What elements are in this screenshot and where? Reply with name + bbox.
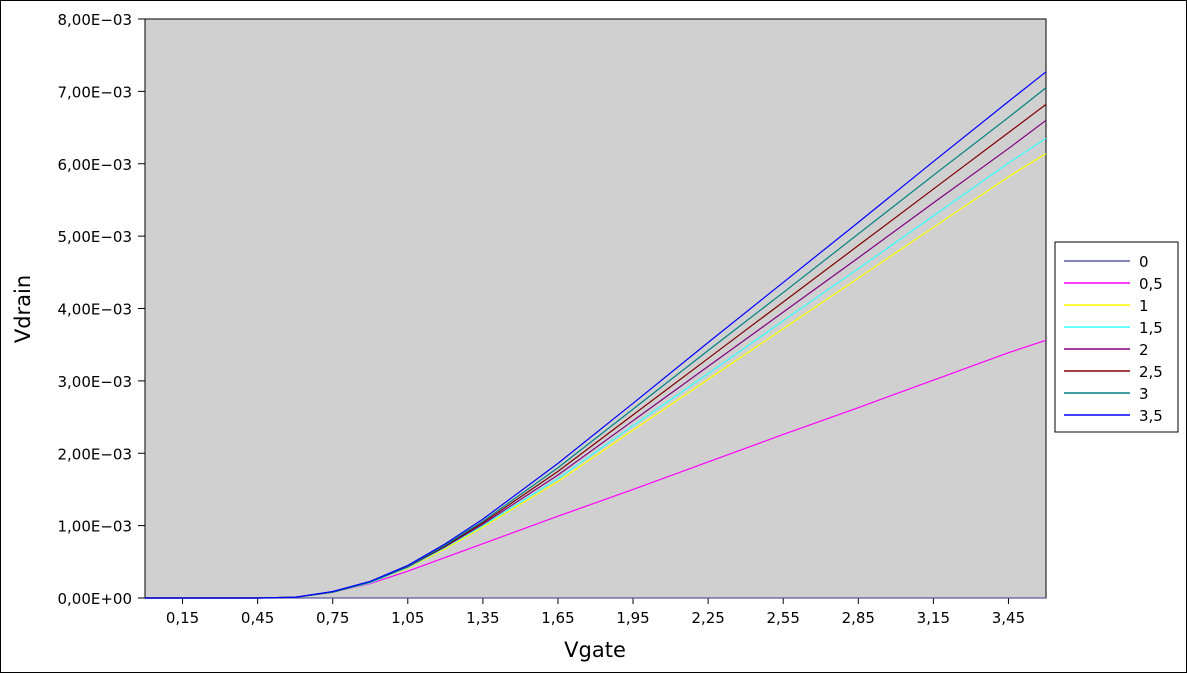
legend-box — [1054, 241, 1179, 433]
y-tick-label: 2,00E−03 — [57, 445, 132, 463]
x-tick-label: 0,45 — [241, 609, 274, 627]
y-tick-label: 6,00E−03 — [57, 156, 132, 174]
legend-label: 2,5 — [1139, 363, 1163, 381]
legend: 0 0,5 1 1,5 2 2,5 3 3,5 — [1054, 241, 1179, 433]
x-axis-title: Vgate — [564, 638, 626, 662]
legend-label: 0 — [1139, 253, 1149, 271]
x-axis: 0,15 0,45 0,75 1,05 1,35 1,65 1,95 2,25 2,55 2,85… — [166, 598, 1025, 627]
x-tick-label: 1,65 — [541, 609, 574, 627]
series-lines — [145, 71, 1047, 599]
x-tick-label: 0,15 — [166, 609, 199, 627]
x-tick-label: 1,95 — [616, 609, 649, 627]
y-tick-label: 4,00E−03 — [57, 301, 132, 319]
x-tick-label: 2,85 — [842, 609, 875, 627]
x-tick-label: 3,15 — [917, 609, 950, 627]
x-tick-label: 1,35 — [466, 609, 499, 627]
y-tick-label: 7,00E−03 — [57, 83, 132, 101]
y-tick-label: 5,00E−03 — [57, 228, 132, 246]
x-tick-label: 3,45 — [992, 609, 1025, 627]
y-tick-label: 1,00E−03 — [57, 518, 132, 536]
x-tick-label: 2,55 — [767, 609, 800, 627]
y-tick-label: 8,00E−03 — [57, 11, 132, 29]
legend-label: 2 — [1139, 341, 1149, 359]
x-tick-label: 1,05 — [391, 609, 424, 627]
y-axis: 0,00E+00 1,00E−03 2,00E−03 3,00E−03 4,00E−03… — [57, 11, 145, 608]
series-line-7 — [145, 71, 1047, 599]
y-tick-label: 0,00E+00 — [57, 590, 132, 608]
y-axis-title: Vdrain — [11, 275, 35, 343]
y-tick-label: 3,00E−03 — [57, 373, 132, 391]
x-tick-label: 0,75 — [316, 609, 349, 627]
legend-label: 0,5 — [1139, 275, 1163, 293]
legend-label: 3 — [1139, 385, 1149, 403]
legend-label: 1 — [1139, 297, 1149, 315]
legend-label: 1,5 — [1139, 319, 1163, 337]
legend-label: 3,5 — [1139, 407, 1163, 425]
x-tick-label: 2,25 — [691, 609, 724, 627]
plot-area — [144, 18, 1047, 599]
